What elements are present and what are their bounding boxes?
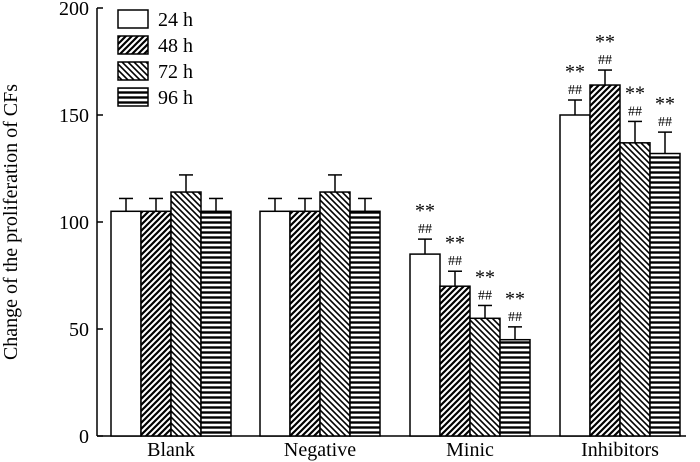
- significance-hashes: ##: [568, 83, 582, 98]
- significance-hashes: ##: [628, 104, 642, 119]
- x-tick-label: Minic: [446, 439, 494, 461]
- y-axis: 0 50 100 150 200: [59, 0, 103, 448]
- bar-72h-minic: [469, 317, 501, 437]
- legend-swatch: [117, 87, 149, 107]
- bar-72h-inhibitors: [619, 142, 651, 437]
- y-tick-label: 200: [59, 0, 89, 20]
- significance-stars: **: [565, 61, 585, 83]
- significance-stars: **: [445, 232, 465, 254]
- x-tick-label: Inhibitors: [581, 439, 659, 461]
- significance-stars: **: [415, 200, 435, 222]
- bar-48h-inhibitors: [589, 84, 621, 437]
- x-tick-label: Negative: [284, 439, 356, 461]
- significance-hashes: ##: [598, 53, 612, 68]
- legend: 24 h 48 h 72 h 96 h: [117, 9, 193, 109]
- significance-hashes: ##: [508, 310, 522, 325]
- bar-24h-blank: [110, 210, 142, 437]
- bar-48h-blank: [140, 210, 172, 437]
- legend-label: 96 h: [158, 87, 193, 109]
- y-tick-label: 100: [59, 212, 89, 234]
- bar-96h-negative: [349, 210, 381, 437]
- significance-hashes: ##: [418, 222, 432, 237]
- bar-24h-negative: [259, 210, 291, 437]
- significance-hashes: ##: [478, 288, 492, 303]
- legend-swatch: [117, 35, 149, 55]
- significance-stars: **: [475, 266, 495, 288]
- bar-24h-minic: [409, 253, 441, 437]
- bars-layer: **##**##**## **##**##**##**## **##: [110, 31, 681, 437]
- y-tick-label: 0: [79, 426, 89, 448]
- significance-stars: **: [505, 288, 525, 310]
- bar-96h-inhibitors: [649, 152, 681, 437]
- significance-stars: **: [595, 31, 615, 53]
- legend-swatch: [117, 9, 149, 29]
- significance-stars: **: [625, 82, 645, 104]
- significance-hashes: ##: [658, 115, 672, 130]
- legend-swatch: [117, 61, 149, 81]
- legend-label: 48 h: [158, 35, 193, 57]
- bar-24h-inhibitors: [559, 114, 591, 437]
- bar-48h-minic: [439, 285, 471, 437]
- bar-72h-negative: [319, 191, 351, 437]
- bar-48h-negative: [289, 210, 321, 437]
- y-tick-label: 150: [59, 105, 89, 127]
- x-tick-label: Blank: [147, 439, 195, 461]
- bar-96h-minic: [499, 338, 531, 437]
- bar-72h-blank: [170, 191, 202, 437]
- legend-label: 24 h: [158, 9, 193, 31]
- significance-hashes: ##: [448, 254, 462, 269]
- significance-stars: **: [655, 93, 675, 115]
- y-axis-label: Change of the proliferation of CFs: [0, 84, 22, 360]
- bar-96h-blank: [200, 210, 232, 437]
- x-axis: Blank Negative Minic Inhibitors: [97, 435, 686, 461]
- y-tick-label: 50: [69, 319, 89, 341]
- legend-label: 72 h: [158, 61, 193, 83]
